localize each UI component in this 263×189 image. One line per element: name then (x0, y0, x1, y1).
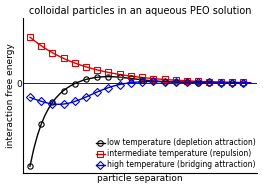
X-axis label: particle separation: particle separation (98, 174, 183, 184)
Legend: low temperature (depletion attraction), intermediate temperature (repulsion), hi: low temperature (depletion attraction), … (96, 138, 256, 169)
Title: colloidal particles in an aqueous PEO solution: colloidal particles in an aqueous PEO so… (29, 5, 251, 15)
Y-axis label: interaction free energy: interaction free energy (6, 43, 14, 148)
